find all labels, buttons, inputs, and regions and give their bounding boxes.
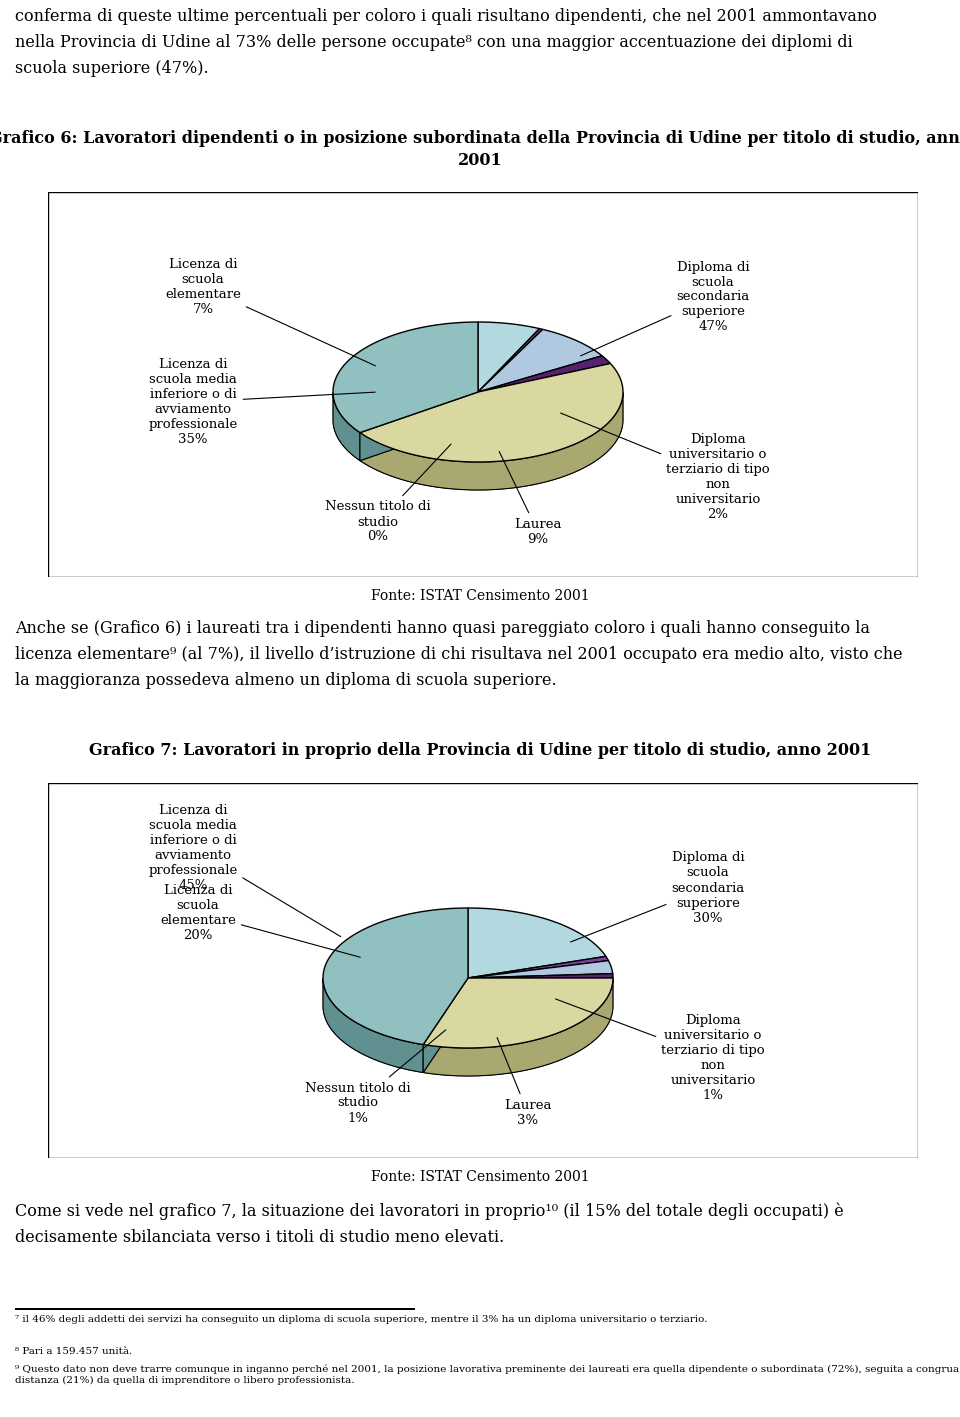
- Polygon shape: [360, 364, 623, 462]
- Text: Fonte: ISTAT Censimento 2001: Fonte: ISTAT Censimento 2001: [371, 1170, 589, 1185]
- Polygon shape: [360, 393, 478, 461]
- Polygon shape: [468, 908, 606, 978]
- Text: Nessun titolo di
studio
1%: Nessun titolo di studio 1%: [305, 1030, 445, 1125]
- Polygon shape: [360, 393, 478, 461]
- Polygon shape: [323, 908, 468, 1044]
- Text: Grafico 7: Lavoratori in proprio della Provincia di Udine per titolo di studio, : Grafico 7: Lavoratori in proprio della P…: [89, 743, 871, 760]
- Polygon shape: [478, 356, 611, 393]
- Text: ⁸ Pari a 159.457 unità.: ⁸ Pari a 159.457 unità.: [15, 1348, 132, 1356]
- Polygon shape: [423, 981, 612, 1076]
- Polygon shape: [423, 978, 468, 1073]
- Text: Nessun titolo di
studio
0%: Nessun titolo di studio 0%: [325, 444, 451, 544]
- Polygon shape: [333, 394, 360, 461]
- Polygon shape: [333, 393, 623, 490]
- Text: ⁷ il 46% degli addetti dei servizi ha conseguito un diploma di scuola superiore,: ⁷ il 46% degli addetti dei servizi ha co…: [15, 1315, 708, 1323]
- Text: Grafico 6: Lavoratori dipendenti o in posizione subordinata della Provincia di U: Grafico 6: Lavoratori dipendenti o in po…: [0, 130, 960, 169]
- Text: Licenza di
scuola
elementare
7%: Licenza di scuola elementare 7%: [165, 258, 375, 366]
- Text: Licenza di
scuola media
inferiore o di
avviamento
professionale
35%: Licenza di scuola media inferiore o di a…: [149, 359, 375, 446]
- Text: Anche se (Grafico 6) i laureati tra i dipendenti hanno quasi pareggiato coloro i: Anche se (Grafico 6) i laureati tra i di…: [15, 621, 902, 689]
- Polygon shape: [360, 394, 623, 490]
- Text: Diploma
universitario o
terziario di tipo
non
universitario
1%: Diploma universitario o terziario di tip…: [556, 999, 765, 1102]
- Polygon shape: [423, 978, 468, 1073]
- Polygon shape: [333, 322, 478, 432]
- Polygon shape: [323, 979, 423, 1073]
- Polygon shape: [478, 329, 542, 393]
- Text: Laurea
3%: Laurea 3%: [497, 1037, 552, 1127]
- Text: Come si vede nel grafico 7, la situazione dei lavoratori in proprio¹⁰ (il 15% de: Come si vede nel grafico 7, la situazion…: [15, 1202, 844, 1246]
- Polygon shape: [478, 322, 540, 393]
- Text: Laurea
9%: Laurea 9%: [499, 452, 562, 546]
- Text: conferma di queste ultime percentuali per coloro i quali risultano dipendenti, c: conferma di queste ultime percentuali pe…: [15, 9, 876, 77]
- Text: Licenza di
scuola media
inferiore o di
avviamento
professionale
45%: Licenza di scuola media inferiore o di a…: [149, 803, 341, 937]
- Polygon shape: [423, 978, 613, 1049]
- Text: Diploma
universitario o
terziario di tipo
non
universitario
2%: Diploma universitario o terziario di tip…: [561, 412, 770, 521]
- Text: ⁹ Questo dato non deve trarre comunque in inganno perché nel 2001, la posizione : ⁹ Questo dato non deve trarre comunque i…: [15, 1365, 959, 1384]
- Polygon shape: [468, 973, 613, 978]
- Polygon shape: [478, 329, 602, 393]
- Text: Diploma di
scuola
secondaria
superiore
30%: Diploma di scuola secondaria superiore 3…: [570, 852, 745, 942]
- Polygon shape: [468, 961, 612, 978]
- Polygon shape: [468, 956, 609, 978]
- Polygon shape: [323, 978, 613, 1076]
- Text: Fonte: ISTAT Censimento 2001: Fonte: ISTAT Censimento 2001: [371, 589, 589, 604]
- Text: Diploma di
scuola
secondaria
superiore
47%: Diploma di scuola secondaria superiore 4…: [581, 261, 750, 356]
- Text: Licenza di
scuola
elementare
20%: Licenza di scuola elementare 20%: [160, 884, 360, 958]
